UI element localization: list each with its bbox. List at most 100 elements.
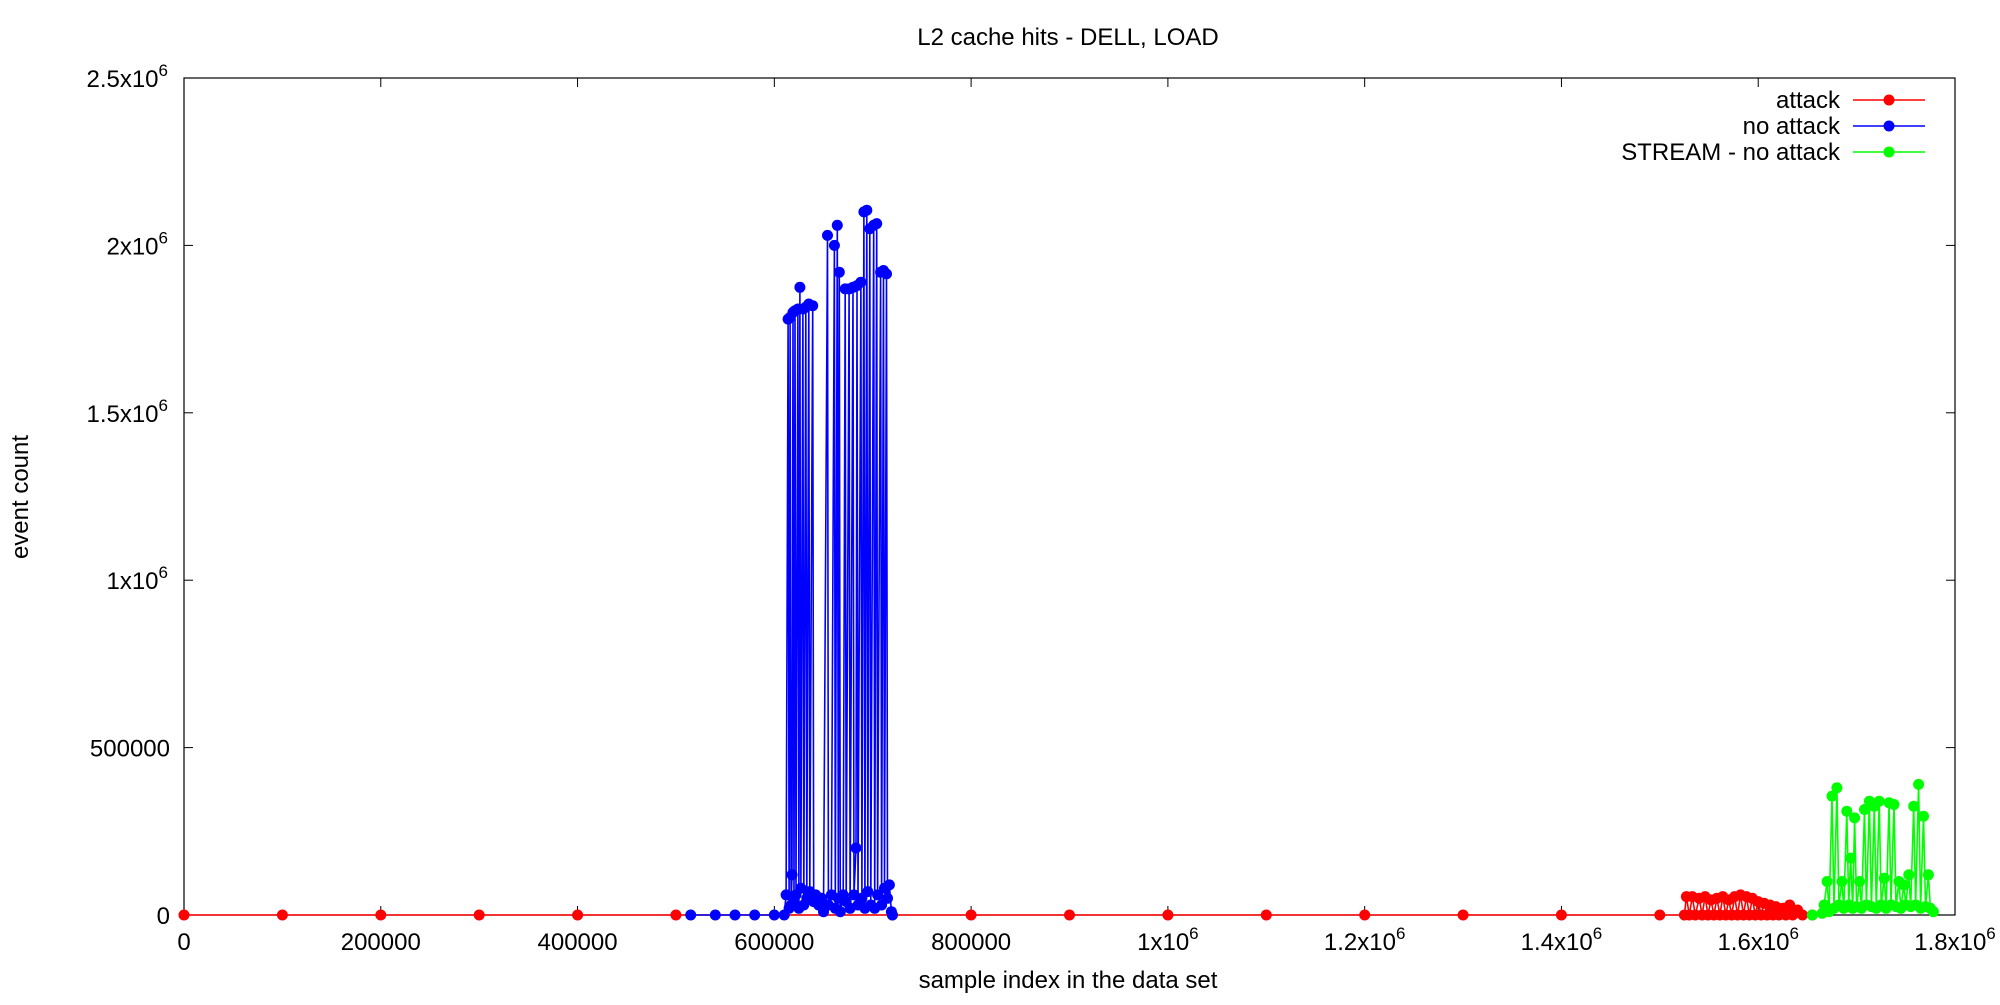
data-point [1898, 879, 1910, 891]
y-tick-label: 1x106 [106, 563, 168, 595]
legend-item: STREAM - no attack [1621, 139, 1925, 166]
data-point [1821, 876, 1833, 887]
data-point [834, 906, 846, 918]
legend-label: no attack [1743, 113, 1841, 140]
x-tick-label: 0 [177, 929, 190, 956]
data-point [780, 889, 792, 901]
data-point [1359, 909, 1371, 921]
data-point [729, 909, 741, 921]
data-point [1927, 906, 1939, 918]
data-point [1922, 869, 1934, 881]
x-tick-label: 1.4x106 [1521, 924, 1603, 956]
data-point [1913, 778, 1925, 790]
data-point [572, 909, 584, 921]
data-point [1849, 812, 1861, 824]
y-tick-label: 2x106 [106, 228, 168, 260]
data-point [1162, 909, 1174, 921]
data-point [862, 886, 874, 898]
series-stream-no-attack [1806, 778, 1939, 921]
data-point [871, 218, 883, 230]
data-point [1806, 909, 1818, 921]
data-point [816, 892, 828, 904]
data-point [1854, 876, 1866, 887]
x-tick-label: 200000 [341, 929, 421, 956]
legend-marker [1883, 146, 1895, 158]
data-point [1457, 909, 1469, 921]
data-point [1908, 800, 1920, 812]
legend-marker [1883, 94, 1895, 106]
legend-label: STREAM - no attack [1621, 139, 1841, 166]
data-point [1797, 909, 1808, 921]
data-point [1555, 909, 1567, 921]
series-line [690, 210, 894, 916]
x-tick-label: 1x106 [1137, 924, 1199, 956]
data-point [1841, 805, 1853, 817]
y-axis-title: event count [7, 435, 34, 559]
data-point [1845, 852, 1857, 864]
legend-item: no attack [1743, 113, 1925, 140]
x-tick-label: 1.2x106 [1324, 924, 1406, 956]
plot-frame-layer [183, 77, 1956, 916]
data-point [883, 879, 895, 891]
data-point [1878, 872, 1890, 884]
series-attack [178, 889, 1818, 921]
x-tick-label: 800000 [931, 929, 1011, 956]
series-line [184, 894, 1813, 919]
legend-marker [1883, 120, 1895, 132]
data-point [861, 204, 873, 216]
y-tick-label: 1.5x106 [86, 396, 168, 428]
data-point [1826, 790, 1838, 802]
data-point [1873, 795, 1885, 807]
data-point [1859, 804, 1870, 815]
plot-border [183, 77, 1956, 916]
data-point [786, 869, 798, 881]
x-tick-label: 1.6x106 [1717, 924, 1799, 956]
x-tick-label: 1.8x106 [1914, 924, 1996, 956]
data-point [1654, 909, 1666, 921]
data-point [1903, 869, 1915, 881]
legend-item: attack [1776, 87, 1925, 114]
axis-ticks-layer: 0 200000 400000 600000 800000 1x106 1.2x106 1.4… [86, 61, 1995, 956]
data-point [881, 268, 892, 280]
x-tick-label: 400000 [538, 929, 618, 956]
data-point [872, 889, 884, 901]
x-tick-label: 600000 [734, 929, 814, 956]
data-point [822, 229, 833, 241]
data-point [828, 239, 840, 251]
series-no-attack [685, 204, 898, 921]
data-point [831, 219, 843, 231]
data-point [807, 300, 819, 312]
data-point [855, 276, 867, 288]
data-point [795, 882, 807, 894]
data-point [1064, 909, 1075, 921]
y-tick-label: 0 [157, 903, 170, 930]
x-axis-title: sample index in the data set [919, 967, 1218, 994]
data-point [850, 842, 862, 854]
data-point [749, 909, 761, 921]
y-tick-label: 2.5x106 [86, 61, 168, 93]
data-point [276, 909, 288, 921]
data-point [882, 892, 893, 904]
y-tick-label: 500000 [90, 736, 170, 763]
legend-label: attack [1776, 87, 1841, 114]
data-point [768, 909, 780, 921]
data-point [709, 909, 721, 921]
data-point [833, 266, 845, 278]
series-layer [178, 204, 1939, 921]
data-point [1831, 782, 1843, 794]
data-point [1260, 909, 1272, 921]
chart-title: L2 cache hits - DELL, LOAD [917, 24, 1218, 51]
data-point [1784, 899, 1796, 911]
data-point [1918, 810, 1929, 822]
data-point [965, 909, 977, 921]
data-point [670, 909, 682, 921]
data-point [794, 281, 806, 293]
data-point [1836, 876, 1848, 887]
data-point [1888, 799, 1900, 810]
data-point [886, 909, 898, 921]
data-point [685, 909, 697, 921]
data-point [473, 909, 485, 921]
